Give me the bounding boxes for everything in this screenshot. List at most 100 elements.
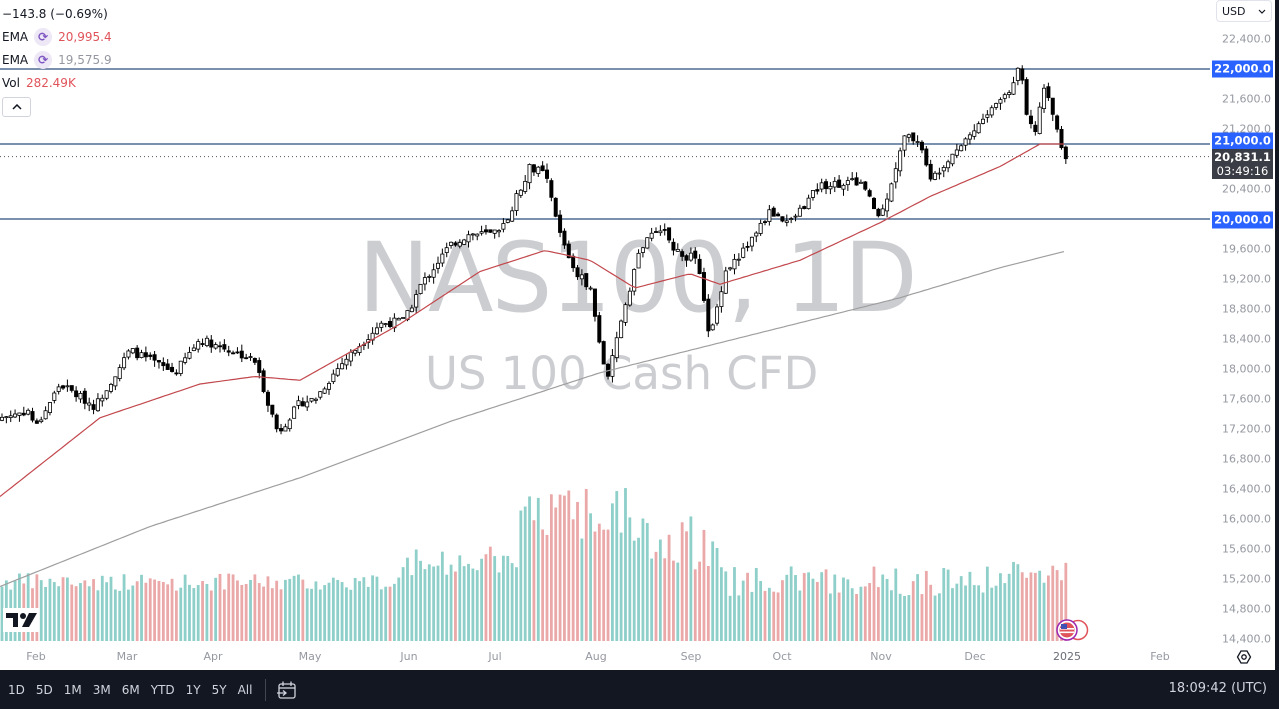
ema-fast-line[interactable] [0,143,1064,497]
ema-slow-line[interactable] [0,251,1065,588]
candle [505,219,510,223]
volume-bar [907,595,911,641]
volume-bar [1060,580,1063,641]
volume-bar [920,594,924,641]
volume-bar [74,586,78,641]
range-button-ytd[interactable]: YTD [150,682,175,697]
range-button-1y[interactable]: 1Y [185,682,201,697]
candle [43,410,48,420]
volume-bar [406,557,409,641]
volume-bar [846,579,850,641]
candle [832,180,837,188]
chart-pane[interactable]: NAS100, 1D US 100 Cash CFD −143.8 (−0.69… [0,0,1210,645]
volume-bar [676,562,680,641]
legend-ema-slow[interactable]: EMA ⟳ 19,575.9 [2,48,112,71]
volume-bar [911,581,915,641]
volume-bar [811,578,815,641]
candle [959,145,964,152]
volume-bar [615,491,619,641]
volume-bar [83,580,87,641]
range-button-5y[interactable]: 5Y [211,682,227,697]
range-button-1m[interactable]: 1M [63,682,82,697]
time-tick: Feb [26,650,46,663]
candle [627,290,632,306]
time-axis[interactable]: Feb Mar Apr May Jun Jul Aug Sep Oct Nov Dec 2025 Feb [0,645,1210,670]
time-tick: May [298,650,322,663]
candle [898,150,903,172]
volume-bar [393,583,396,641]
range-button-all[interactable]: All [237,682,253,697]
candle [244,357,249,360]
candle [675,248,680,252]
candle [588,287,593,290]
volume-bar [310,588,313,641]
candle [492,229,497,234]
go-to-date-icon[interactable] [276,680,298,700]
candle [701,272,706,301]
candle [654,231,659,233]
currency-selector[interactable]: USD [1216,0,1272,22]
range-button-3m[interactable]: 3M [92,682,111,697]
candle [893,168,898,183]
volume-bar [619,532,623,641]
volume-bar [109,576,113,641]
volume-bar [480,558,483,641]
candle [619,320,624,339]
volume-bar [964,585,967,641]
tradingview-logo[interactable] [3,608,39,632]
refresh-icon[interactable]: ⟳ [34,27,53,46]
utc-clock[interactable]: 18:09:42 (UTC) [1168,681,1267,696]
time-tick: Dec [964,650,986,663]
candle [374,327,379,335]
price-plot[interactable] [0,0,1210,645]
candles [0,65,1068,435]
range-button-1d[interactable]: 1D [8,682,25,697]
volume-bar [942,567,946,641]
candle [170,366,175,372]
market-flag-icon[interactable] [1055,619,1089,641]
volume-bar [563,495,566,641]
candle [754,232,759,237]
volume-bar [353,577,357,641]
volume-bar [153,579,156,641]
collapse-legend-button[interactable] [2,97,31,117]
volume-bar [305,588,309,641]
candle [226,350,231,353]
volume-bar [576,501,579,641]
candle [697,258,702,274]
candle [863,181,868,190]
candle [113,376,118,387]
price-scale[interactable]: USD 22,400.0 21,600.0 21,200.0 20,400.0 19,6… [1210,0,1275,670]
candle [771,207,776,217]
candle [553,197,558,217]
price-tick: 15,600.0 [1222,542,1271,556]
candle [47,402,52,413]
legend-ema-fast[interactable]: EMA ⟳ 20,995.4 [2,25,112,48]
volume-bar [52,582,56,641]
volume-bar [57,586,61,641]
range-button-6m[interactable]: 6M [121,682,140,697]
legend-volume[interactable]: Vol 282.49K [2,71,112,94]
candle [749,236,754,247]
range-button-5d[interactable]: 5D [35,682,53,697]
volume-bar [166,584,170,641]
toolbar-divider [265,678,267,701]
volume-bar [955,583,959,641]
volume-bar [1012,561,1015,641]
refresh-icon[interactable]: ⟳ [34,50,53,69]
volume-bar [440,551,444,641]
volume-bar [214,577,218,641]
price-tick: 14,800.0 [1222,602,1271,616]
volume-bar [467,563,470,641]
candle [126,350,131,358]
candle [915,141,920,143]
candle [510,210,515,222]
candle [815,189,820,192]
volume-bar [349,589,353,641]
volume-bar [432,566,436,641]
candle [235,351,240,354]
candle [257,360,262,373]
candle [575,267,580,278]
chart-settings-button[interactable] [1234,647,1254,667]
candle [65,385,70,388]
